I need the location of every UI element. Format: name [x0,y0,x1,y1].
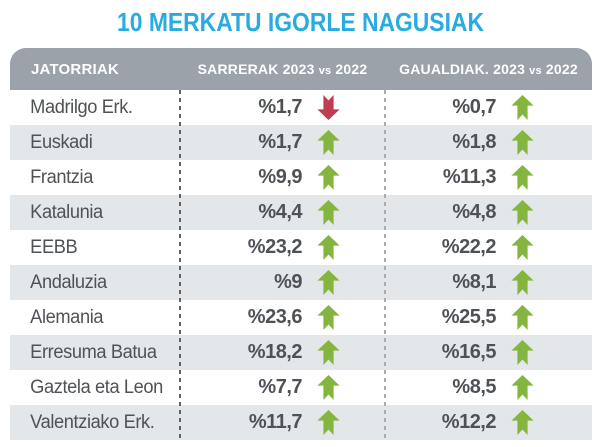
up-arrow-icon [511,130,534,155]
gaualdiak-value: %12,2 [441,411,497,433]
gaualdiak-value: %8,5 [452,376,496,398]
sarrerak-cell: %7,7 [180,370,385,405]
table-row: Gaztela eta Leon %7,7 %8,5 [10,370,592,405]
gaualdiak-value: %22,2 [441,236,497,258]
origin-cell: EEBB [30,236,78,258]
sarrerak-cell: %1,7 [180,90,385,125]
up-arrow-icon [511,165,534,190]
column-header-sarrerak-text: SARRERAK 2023 [197,61,315,77]
sarrerak-value: %23,6 [247,306,303,328]
table-row: Alemania %23,6 %25,5 [10,300,592,335]
gaualdiak-cell: %22,2 [385,230,592,265]
up-arrow-icon [317,340,340,365]
up-arrow-icon [317,235,340,260]
column-header-gaualdiak-year: 2022 [545,61,578,77]
up-arrow-icon [317,375,340,400]
gaualdiak-cell: %8,1 [385,265,592,300]
sarrerak-cell: %18,2 [180,335,385,370]
sarrerak-value: %23,2 [247,236,303,258]
sarrerak-value: %4,4 [258,201,302,223]
sarrerak-value: %1,7 [258,96,302,118]
gaualdiak-value: %0,7 [452,96,496,118]
table-row: Valentziako Erk. %11,7 %12,2 [10,405,592,440]
sarrerak-cell: %9,9 [180,160,385,195]
table-row: Frantzia %9,9 %11,3 [10,160,592,195]
vs-label: vs [318,65,332,77]
up-arrow-icon [317,410,340,435]
down-arrow-icon [317,95,340,120]
sarrerak-cell: %4,4 [180,195,385,230]
column-header-sarrerak: SARRERAK 2023 vs 2022 [180,61,385,77]
up-arrow-icon [511,410,534,435]
up-arrow-icon [511,270,534,295]
up-arrow-icon [317,270,340,295]
origin-cell: Madrilgo Erk. [30,96,133,118]
table-row: Andaluzia %9 %8,1 [10,265,592,300]
up-arrow-icon [511,305,534,330]
column-header-jatorriak: JATORRIAK [31,60,119,78]
up-arrow-icon [511,375,534,400]
sarrerak-cell: %1,7 [180,125,385,160]
up-arrow-icon [317,305,340,330]
origin-cell: Katalunia [30,201,103,223]
gaualdiak-value: %4,8 [452,201,496,223]
up-arrow-icon [511,200,534,225]
sarrerak-value: %9,9 [258,166,302,188]
gaualdiak-cell: %16,5 [385,335,592,370]
origin-cell: Alemania [30,306,104,328]
table-row: Euskadi %1,7 %1,8 [10,125,592,160]
up-arrow-icon [317,200,340,225]
origin-cell: Frantzia [30,166,93,188]
up-arrow-icon [317,165,340,190]
vs-label: vs [529,65,542,77]
gaualdiak-cell: %4,8 [385,195,592,230]
gaualdiak-cell: %25,5 [385,300,592,335]
sarrerak-cell: %23,6 [180,300,385,335]
origin-cell: Euskadi [30,131,93,153]
column-divider-1 [179,90,181,440]
table-row: Erresuma Batua %18,2 %16,5 [10,335,592,370]
page-title: 10 MERKATU IGORLE NAGUSIAK [117,7,484,37]
column-header-gaualdiak-text: GAUALDIAK. 2023 [399,61,526,77]
sarrerak-value: %18,2 [247,341,303,363]
column-header-gaualdiak: GAUALDIAK. 2023 vs 2022 [385,61,592,77]
gaualdiak-cell: %0,7 [385,90,592,125]
up-arrow-icon [511,95,534,120]
sarrerak-value: %11,7 [248,411,303,433]
up-arrow-icon [317,130,340,155]
gaualdiak-value: %8,1 [452,271,496,293]
origin-cell: Gaztela eta Leon [30,376,163,398]
origin-cell: Valentziako Erk. [30,411,155,433]
up-arrow-icon [511,235,534,260]
column-header-sarrerak-year: 2022 [335,61,368,77]
market-table: JATORRIAK SARRERAK 2023 vs 2022 GAUALDIA… [10,48,592,440]
gaualdiak-cell: %8,5 [385,370,592,405]
sarrerak-cell: %23,2 [180,230,385,265]
origin-cell: Erresuma Batua [30,341,157,363]
sarrerak-value: %7,7 [258,376,302,398]
sarrerak-cell: %11,7 [180,405,385,440]
gaualdiak-cell: %1,8 [385,125,592,160]
table-row: Katalunia %4,4 %4,8 [10,195,592,230]
table-header-row: JATORRIAK SARRERAK 2023 vs 2022 GAUALDIA… [10,48,592,90]
gaualdiak-value: %11,3 [442,166,497,188]
gaualdiak-cell: %12,2 [385,405,592,440]
table-body: Madrilgo Erk. %1,7 %0,7 Euskadi %1,7 %1,… [10,90,592,440]
gaualdiak-cell: %11,3 [385,160,592,195]
sarrerak-value: %1,7 [258,131,302,153]
sarrerak-cell: %9 [180,265,385,300]
up-arrow-icon [511,340,534,365]
origin-cell: Andaluzia [30,271,107,293]
table-row: EEBB %23,2 %22,2 [10,230,592,265]
column-divider-2 [384,90,386,440]
table-row: Madrilgo Erk. %1,7 %0,7 [10,90,592,125]
gaualdiak-value: %16,5 [441,341,497,363]
gaualdiak-value: %1,8 [452,131,496,153]
sarrerak-value: %9 [274,271,302,293]
gaualdiak-value: %25,5 [441,306,497,328]
